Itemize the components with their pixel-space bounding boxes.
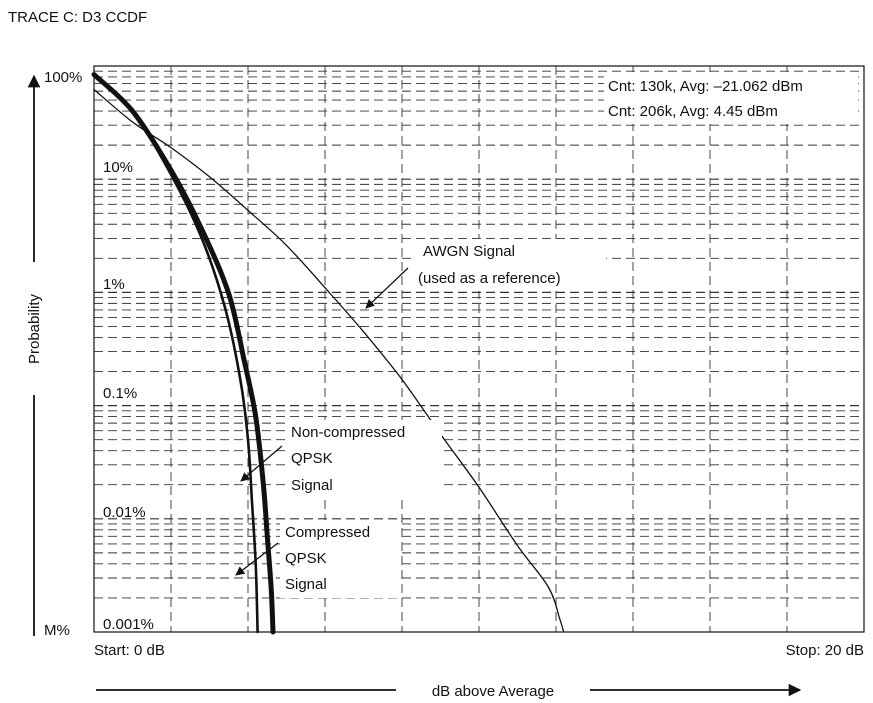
non-compressed-label-line-2: QPSK (291, 450, 333, 467)
awgn-label-backdrop (416, 239, 606, 291)
readout-backdrop (604, 72, 858, 124)
compressed-label-backdrop (280, 520, 398, 598)
compressed-label-line-2: QPSK (285, 550, 327, 567)
y-tick-0-01: 0.01% (103, 504, 146, 521)
plot-frame (93, 65, 865, 633)
readout-line-2: Cnt: 206k, Avg: 4.45 dBm (608, 103, 778, 120)
annotation-awgn: AWGN Signal (used as a reference) (365, 239, 606, 309)
compressed-pointer-arrow (235, 542, 279, 576)
compressed-label-line-1: Compressed (285, 524, 370, 541)
non-compressed-pointer-arrow (240, 445, 283, 482)
y-tick-0-1: 0.1% (103, 385, 137, 402)
x-axis-title: dB above Average (432, 683, 554, 700)
readout-line-1: Cnt: 130k, Avg: –21.062 dBm (608, 78, 803, 95)
y-tick-1: 1% (103, 276, 125, 293)
series-layer (91, 72, 565, 635)
annotation-compressed: Compressed QPSK Signal (235, 520, 398, 598)
compressed-label-line-3: Signal (285, 576, 327, 593)
non-compressed-label-backdrop (286, 420, 442, 498)
annotation-non-compressed: Non-compressed QPSK Signal (240, 420, 442, 498)
series-line-3 (92, 73, 259, 634)
non-compressed-label-line-1: Non-compressed (291, 424, 405, 441)
non-compressed-label-line-3: Signal (291, 477, 333, 494)
series-line-2 (91, 72, 276, 635)
start-label: Start: 0 dB (94, 642, 165, 659)
awgn-label-line-2: (used as a reference) (418, 270, 561, 287)
chart-grid (94, 66, 864, 632)
awgn-pointer-arrow (365, 267, 409, 309)
marker-label: M% (44, 622, 70, 639)
y-tick-10: 10% (103, 159, 133, 176)
y-axis-title: Probability (26, 293, 43, 364)
stop-label: Stop: 20 dB (786, 642, 864, 659)
series-line-1 (93, 88, 565, 633)
y-tick-0-001: 0.001% (103, 616, 154, 633)
awgn-label-line-1: AWGN Signal (423, 243, 515, 260)
trace-title: TRACE C: D3 CCDF (8, 9, 147, 26)
y-tick-100: 100% (44, 69, 82, 86)
